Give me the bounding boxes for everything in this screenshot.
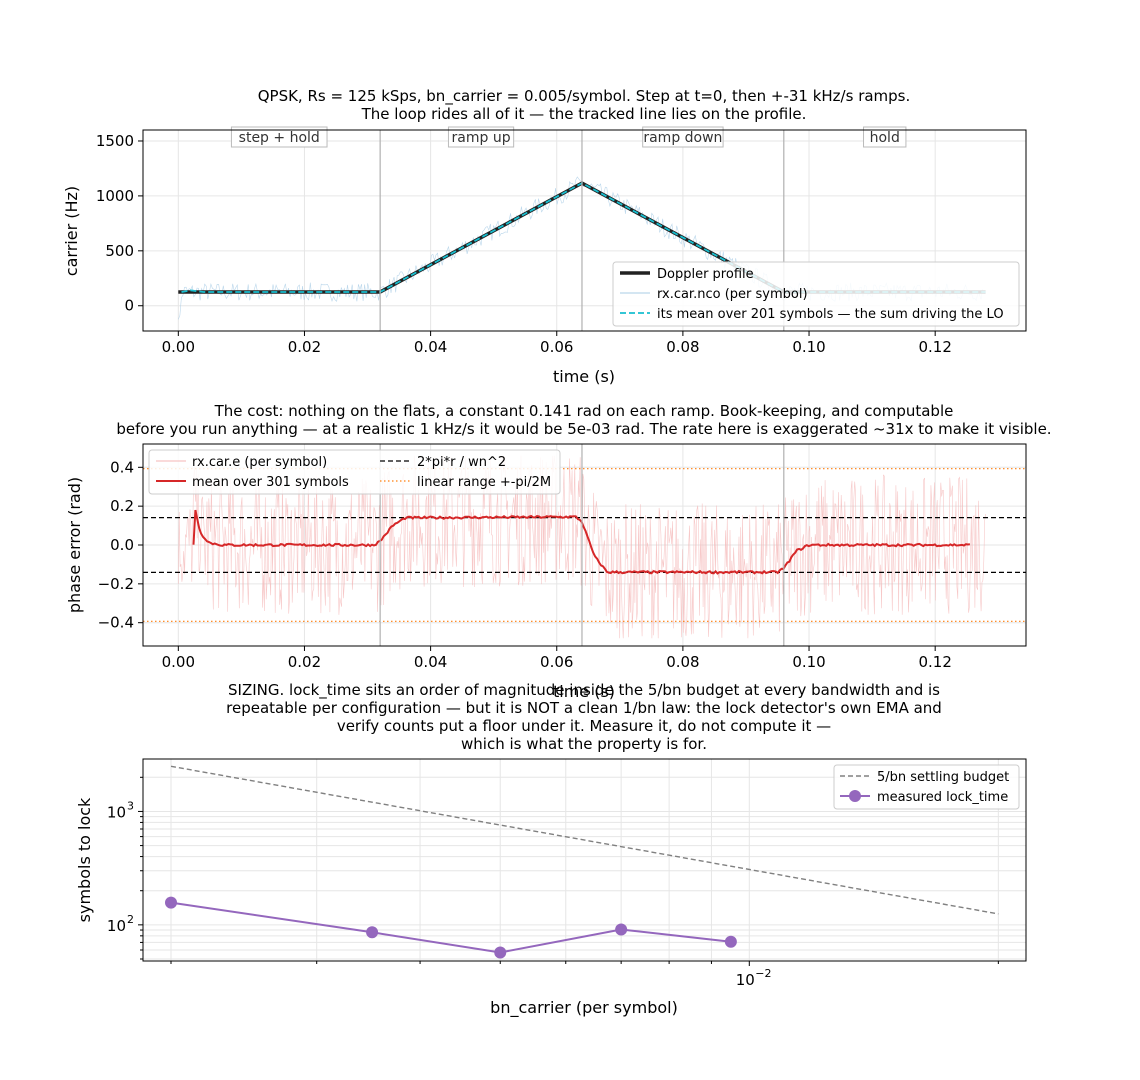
panel2-title-line1: The cost: nothing on the flats, a consta… (214, 402, 954, 420)
panel1-ytick-label: 500 (105, 242, 134, 260)
panel2-ytick-label: 0.0 (110, 536, 134, 554)
panel1-axes-frame (142, 129, 1027, 332)
segment-label: hold (870, 130, 900, 146)
panel3-title-line2: repeatable per configuration — but it is… (226, 699, 942, 717)
panel2-xtick-label: 0.04 (414, 653, 447, 671)
panel3-xtick-exponent: −2 (755, 967, 771, 980)
panel1-xtick-label: 0.12 (918, 338, 951, 356)
panel1-y-label: carrier (Hz) (62, 186, 81, 276)
panel3-ytick-exponent: 3 (127, 799, 134, 812)
panel1-xtick-label: 0.00 (162, 338, 195, 356)
panel2-xtick-label: 0.06 (540, 653, 573, 671)
legend-lock-label: measured lock_time (877, 790, 1008, 805)
legend-ss-label: 2*pi*r / wn^2 (417, 455, 506, 470)
panel2-y-label: phase error (rad) (65, 477, 84, 613)
lock-time-marker (724, 935, 737, 948)
panel2-x-ticks: 0.00 0.02 0.04 0.06 0.08 0.10 0.12 (162, 646, 952, 671)
reference-lines (143, 468, 1026, 622)
segment-label-box (447, 126, 515, 148)
panel3-title-line3: verify counts put a floor under it. Meas… (337, 717, 831, 735)
panel3-title-line1: SIZING. lock_time sits an order of magni… (228, 681, 940, 700)
panel1-x-label: time (s) (553, 367, 615, 386)
panel2-xtick-label: 0.02 (288, 653, 321, 671)
panel1-xtick-label: 0.04 (414, 338, 447, 356)
panel2-ytick-label: 0.2 (110, 497, 134, 515)
panel3-ytick-label: 10 (107, 803, 126, 821)
panel2-title-line2: before you run anything — at a realistic… (116, 420, 1051, 438)
panel3-y-label: symbols to lock (75, 797, 94, 922)
legend-lock-marker (849, 790, 861, 802)
segment-label-box (642, 126, 724, 148)
legend-budget-label: 5/bn settling budget (877, 770, 1009, 785)
segment-label: ramp up (452, 130, 511, 146)
lock-time-marker (366, 926, 379, 939)
lock-time-marker (615, 923, 628, 936)
panel1-title-line2: The loop rides all of it — the tracked l… (361, 105, 807, 123)
panel3-xtick-label: 10 (736, 971, 755, 989)
lock-time-marker (165, 896, 178, 909)
panel2-xtick-label: 0.12 (918, 653, 951, 671)
segment-labels: step + hold ramp up ramp down hold (230, 126, 907, 148)
panel1-title-line1: QPSK, Rs = 125 kSps, bn_carrier = 0.005/… (258, 87, 911, 106)
panel1-y-ticks: 0 500 1000 1500 (96, 132, 143, 315)
panel3-ytick-exponent: 2 (127, 913, 134, 926)
panel1-ytick-label: 1000 (96, 187, 134, 205)
panel2-x-label: time (s) (553, 682, 615, 701)
panel2-xtick-label: 0.08 (666, 653, 699, 671)
panel1-xtick-label: 0.02 (288, 338, 321, 356)
panel2-ytick-label: −0.2 (98, 575, 134, 593)
segment-label-box (863, 126, 907, 148)
panel2-ytick-label: 0.4 (110, 458, 134, 476)
lock-time-markers (165, 896, 737, 959)
legend-nco-label: rx.car.nco (per symbol) (657, 287, 808, 302)
panel1-legend: Doppler profile rx.car.nco (per symbol) … (612, 261, 1020, 327)
panel1-xtick-label: 0.10 (792, 338, 825, 356)
panel-carrier: QPSK, Rs = 125 kSps, bn_carrier = 0.005/… (62, 87, 1027, 386)
panel2-xtick-label: 0.10 (792, 653, 825, 671)
legend-nco-mean-label: its mean over 201 symbols — the sum driv… (657, 307, 1004, 322)
legend-profile-label: Doppler profile (657, 267, 754, 282)
panel-phase-error: The cost: nothing on the flats, a consta… (65, 402, 1052, 701)
settling-budget-line (170, 765, 999, 915)
panel1-x-ticks: 0.00 0.02 0.04 0.06 0.08 0.10 0.12 (162, 331, 952, 356)
panel3-title-line4: which is what the property is for. (461, 735, 707, 753)
legend-error-label: rx.car.e (per symbol) (192, 455, 327, 470)
panel1-xtick-label: 0.08 (666, 338, 699, 356)
panel-sizing: SIZING. lock_time sits an order of magni… (75, 681, 1027, 1018)
segment-label-box (230, 126, 328, 148)
segment-label: ramp down (643, 130, 722, 146)
panel3-axes-frame (142, 758, 1027, 962)
panel3-legend: 5/bn settling budget measured lock_time (833, 764, 1020, 810)
panel2-ytick-label: −0.4 (98, 614, 134, 632)
panel1-ytick-label: 0 (124, 297, 134, 315)
panel2-xtick-label: 0.00 (162, 653, 195, 671)
panel1-ytick-label: 1500 (96, 132, 134, 150)
panel2-y-ticks: −0.4 −0.2 0.0 0.2 0.4 (98, 458, 143, 632)
lock-time-marker (494, 946, 507, 959)
legend-range-label: linear range +-pi/2M (417, 475, 551, 490)
panel3-x-label: bn_carrier (per symbol) (490, 998, 678, 1018)
panel3-ytick-label: 10 (107, 917, 126, 935)
panel3-x-ticks: 10 −2 (170, 961, 999, 989)
segment-label: step + hold (239, 130, 320, 146)
legend-error-mean-label: mean over 301 symbols (192, 475, 349, 490)
panel2-legend: rx.car.e (per symbol) mean over 301 symb… (148, 449, 561, 495)
panel1-xtick-label: 0.06 (540, 338, 573, 356)
